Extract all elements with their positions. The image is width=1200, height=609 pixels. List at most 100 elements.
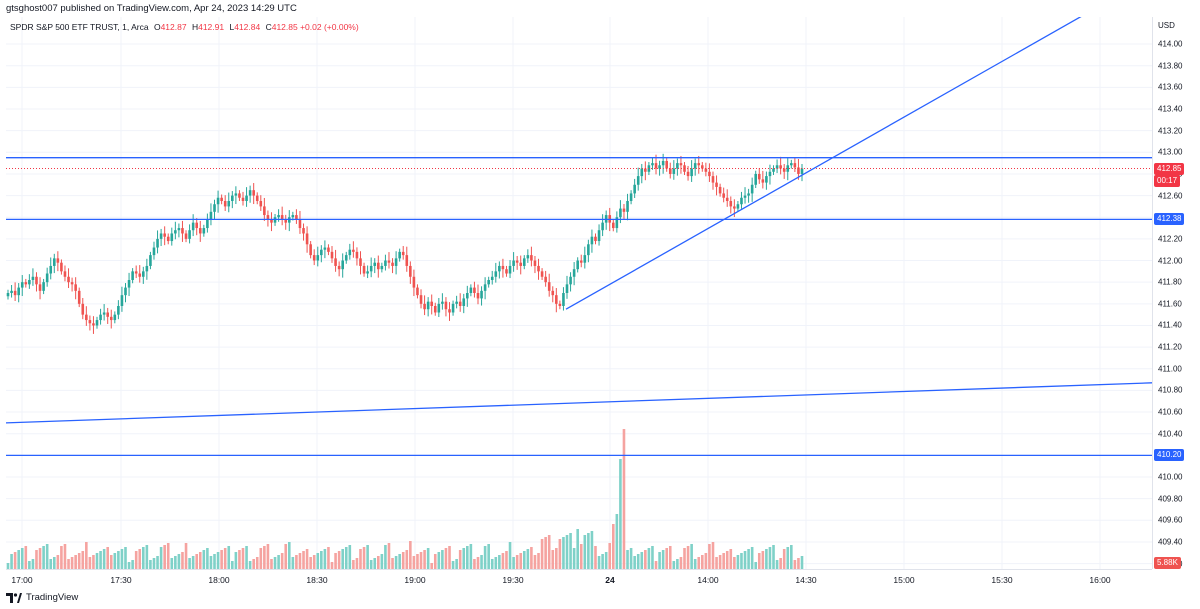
volume-bar [327,547,330,569]
candle-body [572,269,576,277]
volume-bar [359,549,362,569]
volume-bar [181,552,184,569]
candle-body [312,255,316,261]
candle-body [234,193,238,196]
countdown-tag: 00:17 [1154,174,1181,187]
candle-body [711,176,715,183]
volume-bar [729,549,733,569]
candle-body [134,271,138,274]
candle-body [405,255,409,266]
price-tick-label: 410.00 [1158,472,1183,482]
candle-body [522,258,526,266]
volume-bar [398,554,401,569]
candle-body [49,265,53,274]
volume-bar [220,550,223,569]
volume-bar [594,546,597,569]
time-label: 18:30 [306,575,328,585]
candlestick-chart[interactable] [6,17,1152,569]
candle-body [708,171,711,177]
chart-plot-area[interactable] [6,17,1152,569]
price-axis[interactable] [1152,17,1200,569]
volume-bar [786,547,790,569]
candle-body [352,249,355,252]
volume-bar [772,545,775,569]
volume-bar [640,552,644,569]
candle-body [526,255,530,259]
candle-body [302,228,305,234]
volume-bar [658,552,661,569]
publisher-line: gtsghost007 published on TradingView.com… [6,3,297,14]
volume-bar [373,558,377,569]
volume-bar [487,544,490,569]
volume-bar [334,553,337,569]
volume-bar [152,558,156,569]
candle-body [305,233,309,245]
candle-body [284,219,288,223]
candle-body [519,262,523,266]
candle-body [782,168,786,172]
volume-bar [512,557,515,569]
candle-body [398,251,401,259]
volume-bar [505,551,508,569]
candle-body [629,193,633,201]
close-value: 412.85 [271,22,298,32]
candle-body [672,168,676,174]
volume-bar [782,549,786,569]
volume-bar [733,557,736,569]
footer-brand: TradingView [6,592,78,603]
candle-body [231,195,234,201]
volume-bar [722,553,725,569]
candle-body [6,293,10,297]
candle-body [245,195,248,201]
slow-trendline [6,382,1152,424]
candle-body [441,301,444,304]
candle-body [701,165,704,169]
volume-bar [298,553,302,569]
volume-bar [590,531,594,569]
volume-bar [35,550,38,569]
candle-body [384,260,387,266]
candle-body [761,179,765,183]
candle-body [401,251,405,256]
candle-body [490,276,494,281]
candle-body [498,265,501,272]
volume-bar [170,558,174,569]
price-tick-label: 414.00 [1158,39,1183,49]
volume-bar [45,544,49,569]
candle-body [615,217,619,229]
high-label: H [191,22,199,32]
volume-bar [209,556,213,569]
price-tick-label: 413.40 [1158,104,1183,114]
volume-bar [451,561,455,569]
candle-body [537,265,540,272]
volume-bar [701,555,704,569]
volume-bar [273,557,277,569]
volume-bar [473,559,476,569]
volume-bar [384,545,387,569]
candle-body [587,244,590,256]
volume-bar [127,562,131,569]
time-axis[interactable] [6,569,1152,587]
volume-bar [725,551,729,569]
volume-bar [576,529,579,569]
candle-body [323,247,327,250]
price-tick-label: 411.00 [1158,364,1182,374]
volume-bar [651,546,654,569]
candle-body [501,265,505,270]
volume-bar [800,556,804,569]
volume-bar [747,549,750,569]
volume-bar [469,544,473,569]
candle-body [466,293,469,299]
candle-body [790,163,793,166]
volume-bar [323,549,327,569]
volume-bar [515,555,519,569]
candle-body [170,233,174,242]
time-label: 19:30 [502,575,524,585]
candle-body [181,228,184,234]
volume-bar [309,557,312,569]
volume-bar [530,547,533,569]
volume-bar [611,524,615,569]
candle-body [202,228,206,234]
candle-body [320,249,323,256]
volume-bar [337,551,341,569]
